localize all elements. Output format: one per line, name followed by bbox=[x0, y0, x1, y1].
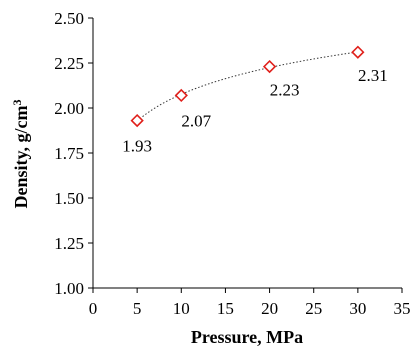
y-tick-label: 1.50 bbox=[54, 189, 84, 208]
x-tick-label: 25 bbox=[305, 299, 322, 318]
data-label: 2.23 bbox=[270, 81, 300, 100]
x-tick-label: 5 bbox=[133, 299, 142, 318]
data-label: 2.31 bbox=[358, 66, 388, 85]
y-tick-label: 2.50 bbox=[54, 9, 84, 28]
y-ticks-layer: 1.00 1.25 1.50 1.75 2.00 2.25 2.50 bbox=[54, 9, 93, 298]
x-tick-label: 20 bbox=[261, 299, 278, 318]
data-point bbox=[262, 59, 277, 74]
y-tick-label: 1.25 bbox=[54, 234, 84, 253]
y-tick-label: 2.00 bbox=[54, 99, 84, 118]
trendline-layer bbox=[136, 51, 358, 122]
trendline bbox=[136, 51, 358, 122]
y-tick-label: 1.00 bbox=[54, 279, 84, 298]
y-tick-label: 2.25 bbox=[54, 54, 84, 73]
data-label: 2.07 bbox=[181, 111, 211, 130]
data-point bbox=[174, 88, 188, 103]
x-tick-label: 10 bbox=[173, 299, 190, 318]
y-axis-title-superscript: 3 bbox=[10, 100, 24, 106]
x-tick-label: 30 bbox=[349, 299, 366, 318]
x-tick-label: 15 bbox=[217, 299, 234, 318]
data-label: 1.93 bbox=[122, 137, 152, 156]
data-points-layer bbox=[130, 45, 365, 128]
x-ticks-layer: 0 5 10 15 20 25 30 35 bbox=[89, 288, 411, 318]
data-point bbox=[130, 113, 144, 128]
data-point bbox=[351, 45, 365, 59]
y-axis-title: Density, g/cm3 bbox=[10, 100, 31, 209]
x-axis-title: Pressure, MPa bbox=[191, 327, 303, 347]
y-axis-title-main: Density, g/cm bbox=[11, 106, 31, 209]
data-labels-layer: 1.93 2.07 2.23 2.31 bbox=[122, 66, 387, 155]
x-tick-label: 35 bbox=[394, 299, 411, 318]
y-tick-label: 1.75 bbox=[54, 144, 84, 163]
x-tick-label: 0 bbox=[89, 299, 98, 318]
